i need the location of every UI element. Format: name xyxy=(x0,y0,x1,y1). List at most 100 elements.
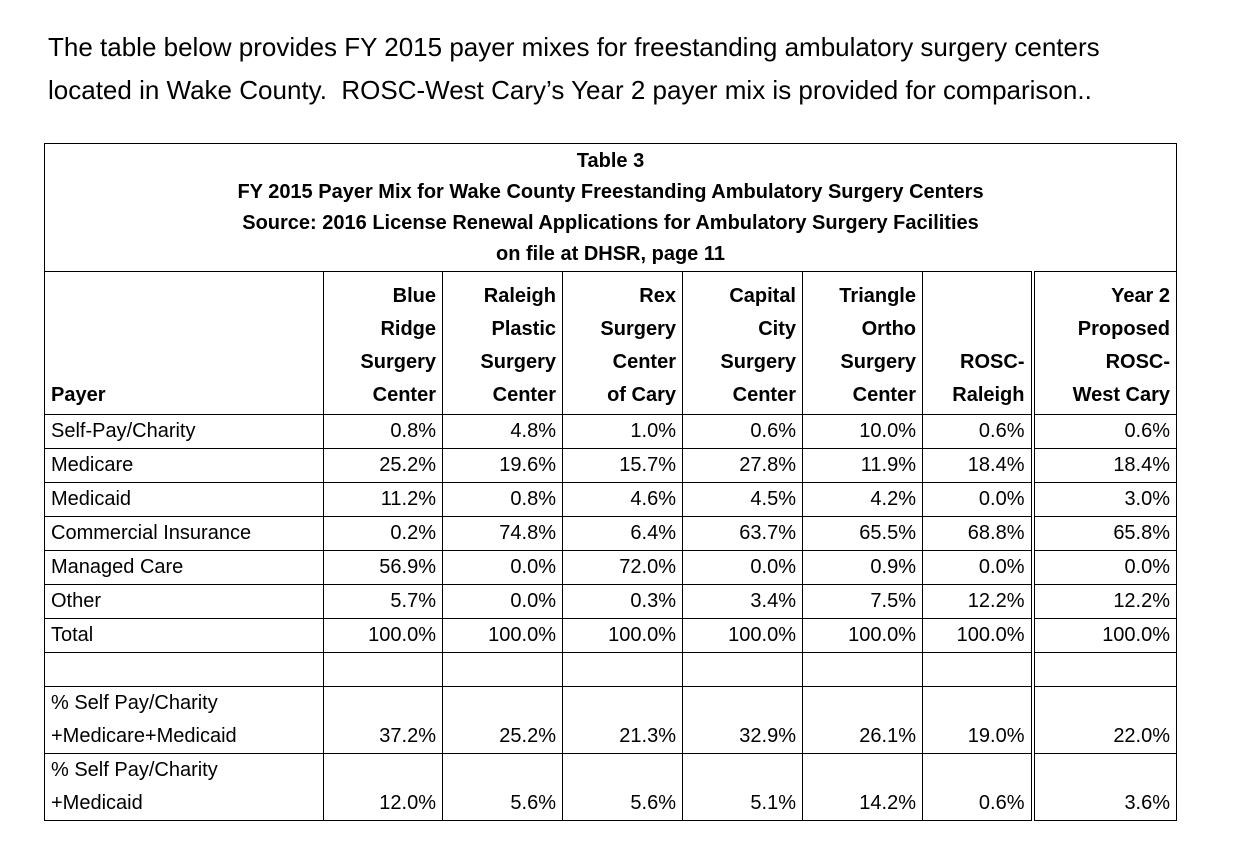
value-cell: 100.0% xyxy=(442,618,563,653)
value-cell: 4.6% xyxy=(562,482,683,517)
value-cell: 100.0% xyxy=(562,618,683,653)
header-line: ROSC- xyxy=(1105,351,1171,373)
value-cell: 0.0% xyxy=(1030,550,1178,585)
value-cell: 32.9% xyxy=(682,686,803,754)
value-cell: 6.4% xyxy=(562,516,683,551)
value-cell: 5.1% xyxy=(682,753,803,821)
header-cell: Capital City Surgery Center xyxy=(682,271,803,415)
value-cell: 100.0% xyxy=(922,618,1033,653)
header-line: Center xyxy=(732,384,796,406)
value-cell: 5.6% xyxy=(562,753,683,821)
header-line: Blue xyxy=(392,285,436,307)
row-label: Managed Care xyxy=(44,550,324,585)
empty-cell xyxy=(562,652,683,687)
value-cell: 12.2% xyxy=(1030,584,1178,619)
value-cell: 19.0% xyxy=(922,686,1033,754)
empty-cell xyxy=(802,652,923,687)
intro: The table below provides FY 2015 payer m… xyxy=(48,26,1100,112)
label-line: Medicare xyxy=(51,454,134,476)
value-cell: 5.6% xyxy=(442,753,563,821)
value-cell: 3.6% xyxy=(1030,753,1178,821)
data-row: % Self Pay/Charity +Medicare+Medicaid 37.2… xyxy=(44,686,1178,754)
row-label: Self-Pay/Charity xyxy=(44,414,324,449)
row-label: Total xyxy=(44,618,324,653)
value-cell: 15.7% xyxy=(562,448,683,483)
row-label: Medicare xyxy=(44,448,324,483)
header-line: Year 2 xyxy=(1111,285,1171,307)
header-line: Raleigh xyxy=(952,384,1025,406)
value-cell: 14.2% xyxy=(802,753,923,821)
empty-cell xyxy=(323,652,443,687)
value-cell: 100.0% xyxy=(802,618,923,653)
value-cell: 3.0% xyxy=(1030,482,1178,517)
value-cell: 0.8% xyxy=(323,414,443,449)
row-label: % Self Pay/Charity +Medicare+Medicaid xyxy=(44,686,324,754)
value-cell: 12.0% xyxy=(323,753,443,821)
value-cell: 22.0% xyxy=(1030,686,1178,754)
value-cell: 11.2% xyxy=(323,482,443,517)
title-line: on file at DHSR, page 11 xyxy=(496,242,725,265)
value-cell: 4.2% xyxy=(802,482,923,517)
value-cell: 100.0% xyxy=(682,618,803,653)
header-row: Payer Blue Ridge Surgery Center Raleigh Plasti… xyxy=(44,271,1178,415)
header-line: of Cary xyxy=(607,384,676,406)
value-cell: 63.7% xyxy=(682,516,803,551)
header-line: Surgery xyxy=(720,351,796,373)
value-cell: 0.8% xyxy=(442,482,563,517)
title-row: Table 3 FY 2015 Payer Mix for Wake County… xyxy=(43,143,1178,272)
data-row: Total 100.0% 100.0% 100.0% 100.0% 100.0% 100.0… xyxy=(44,618,1178,653)
value-cell: 11.9% xyxy=(802,448,923,483)
data-row: Commercial Insurance 0.2% 74.8% 6.4% 63.7% 65… xyxy=(44,516,1178,551)
label-line: +Medicaid xyxy=(51,792,143,814)
label-line: Managed Care xyxy=(51,556,184,578)
header-line: ROSC- xyxy=(960,351,1025,373)
row-label: Other xyxy=(44,584,324,619)
value-cell: 0.2% xyxy=(323,516,443,551)
value-cell: 0.0% xyxy=(442,584,563,619)
data-row: Medicare 25.2% 19.6% 15.7% 27.8% 11.9% 18.4% 18… xyxy=(44,448,1178,483)
header-line: West Cary xyxy=(1072,384,1171,406)
header-line: Center xyxy=(372,384,436,406)
row-label: Commercial Insurance xyxy=(44,516,324,551)
header-line: Raleigh xyxy=(483,285,556,307)
header-cell: Triangle Ortho Surgery Center xyxy=(802,271,923,415)
header-line: Triangle xyxy=(839,285,916,307)
value-cell: 56.9% xyxy=(323,550,443,585)
table-title: Table 3 FY 2015 Payer Mix for Wake County… xyxy=(43,143,1178,272)
value-cell: 0.6% xyxy=(922,414,1033,449)
header-line: Ortho xyxy=(861,318,916,340)
empty-cell xyxy=(442,652,563,687)
data-row: Self-Pay/Charity 0.8% 4.8% 1.0% 0.6% 10.0% 0.6… xyxy=(44,414,1178,449)
header-line: Surgery xyxy=(840,351,916,373)
value-cell: 0.6% xyxy=(922,753,1033,821)
value-cell: 12.2% xyxy=(922,584,1033,619)
value-cell: 0.9% xyxy=(802,550,923,585)
value-cell: 100.0% xyxy=(1030,618,1178,653)
value-cell: 0.0% xyxy=(682,550,803,585)
header-line: Capital xyxy=(729,285,796,307)
data-row: Medicaid 11.2% 0.8% 4.6% 4.5% 4.2% 0.0% 3.0% xyxy=(44,482,1178,517)
data-row: Managed Care 56.9% 0.0% 72.0% 0.0% 0.9% 0.0% 0.… xyxy=(44,550,1178,585)
label-line: Medicaid xyxy=(51,488,132,510)
label-line: Commercial Insurance xyxy=(51,522,252,544)
label-line: % Self Pay/Charity xyxy=(51,692,218,714)
label-line: Self-Pay/Charity xyxy=(51,420,196,442)
header-line: Center xyxy=(612,351,676,373)
value-cell: 0.3% xyxy=(562,584,683,619)
value-cell: 72.0% xyxy=(562,550,683,585)
header-line: Surgery xyxy=(480,351,556,373)
header-cell: Payer xyxy=(44,271,324,415)
intro-line: The table below provides FY 2015 payer m… xyxy=(48,32,1100,62)
header-line: Surgery xyxy=(600,318,676,340)
empty-cell xyxy=(1030,652,1178,687)
value-cell: 5.7% xyxy=(323,584,443,619)
row-label: Medicaid xyxy=(44,482,324,517)
label-line: Other xyxy=(51,590,102,612)
label-line: +Medicare+Medicaid xyxy=(51,725,237,747)
data-row: Other 5.7% 0.0% 0.3% 3.4% 7.5% 12.2% 12.2% xyxy=(44,584,1178,619)
value-cell: 37.2% xyxy=(323,686,443,754)
row-label: % Self Pay/Charity +Medicaid xyxy=(44,753,324,821)
value-cell: 7.5% xyxy=(802,584,923,619)
empty-row xyxy=(44,652,1178,687)
